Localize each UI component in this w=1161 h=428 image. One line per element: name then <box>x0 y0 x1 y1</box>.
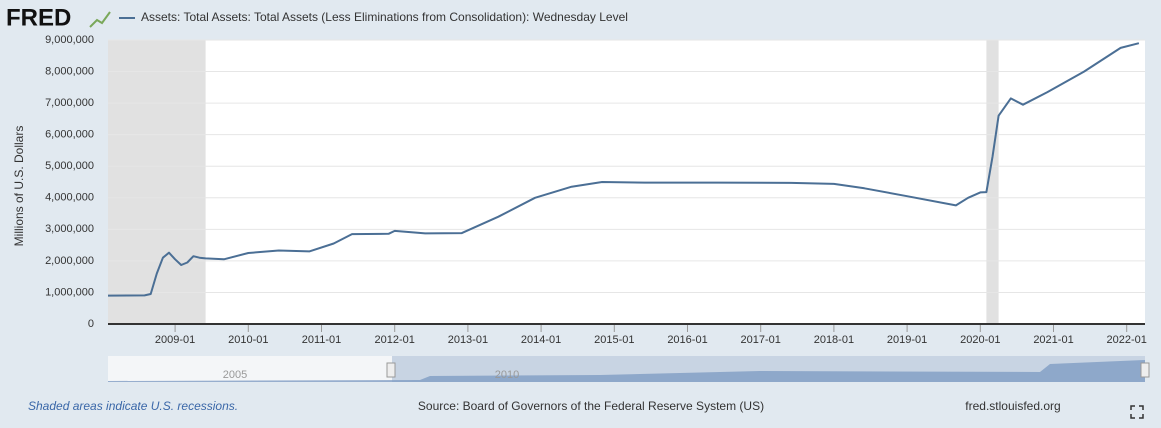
x-tick-label: 2011-01 <box>302 334 342 346</box>
y-tick-label: 6,000,000 <box>45 129 94 141</box>
y-tick-label: 5,000,000 <box>45 160 94 172</box>
source: Source: Board of Governors of the Federa… <box>418 399 764 413</box>
x-tick-label: 2019-01 <box>887 334 927 346</box>
x-tick-label: 2014-01 <box>521 334 561 346</box>
logo-icon <box>89 11 111 28</box>
navigator-series <box>108 360 1145 382</box>
series-line <box>107 42 1140 297</box>
y-tick-label: 2,000,000 <box>45 255 94 267</box>
y-tick-label: 0 <box>88 318 94 330</box>
site: fred.stlouisfed.org <box>965 399 1060 413</box>
x-tick-label: 2022-01 <box>1107 334 1147 346</box>
y-tick-label: 8,000,000 <box>45 65 94 77</box>
brand-logo: FRED <box>6 4 71 31</box>
y-axis-label: Millions of U.S. Dollars <box>12 126 26 247</box>
y-tick-label: 1,000,000 <box>45 286 94 298</box>
navigator-label: 2005 <box>223 369 247 381</box>
y-tick-label: 9,000,000 <box>45 34 94 46</box>
plot: 0 1,000,000 2,000,000 3,000,000 4,000,000 5,0… <box>45 34 1147 346</box>
navigator-handle[interactable] <box>386 362 396 378</box>
x-tick-label: 2016-01 <box>667 334 707 346</box>
legend-label: Assets: Total Assets: Total Assets (Less… <box>141 10 628 24</box>
fullscreen-button[interactable] <box>1130 405 1144 419</box>
x-tick-label: 2012-01 <box>375 334 415 346</box>
x-tick-label: 2021-01 <box>1033 334 1073 346</box>
navigator-handle[interactable] <box>1140 362 1150 378</box>
x-tick-label: 2020-01 <box>960 334 1000 346</box>
navigator-label: 2010 <box>495 369 519 381</box>
recession-band <box>986 40 999 324</box>
x-tick-label: 2009-01 <box>155 334 195 346</box>
x-tick-label: 2015-01 <box>594 334 634 346</box>
x-tick-label: 2018-01 <box>814 334 854 346</box>
x-tick-label: 2010-01 <box>228 334 268 346</box>
y-tick-label: 7,000,000 <box>45 97 94 109</box>
recession-band <box>108 40 206 324</box>
x-tick-label: 2017-01 <box>741 334 781 346</box>
x-tick-label: 2013-01 <box>448 334 488 346</box>
y-tick-label: 3,000,000 <box>45 223 94 235</box>
recession-note: Shaded areas indicate U.S. recessions. <box>28 399 238 413</box>
y-tick-label: 4,000,000 <box>45 192 94 204</box>
